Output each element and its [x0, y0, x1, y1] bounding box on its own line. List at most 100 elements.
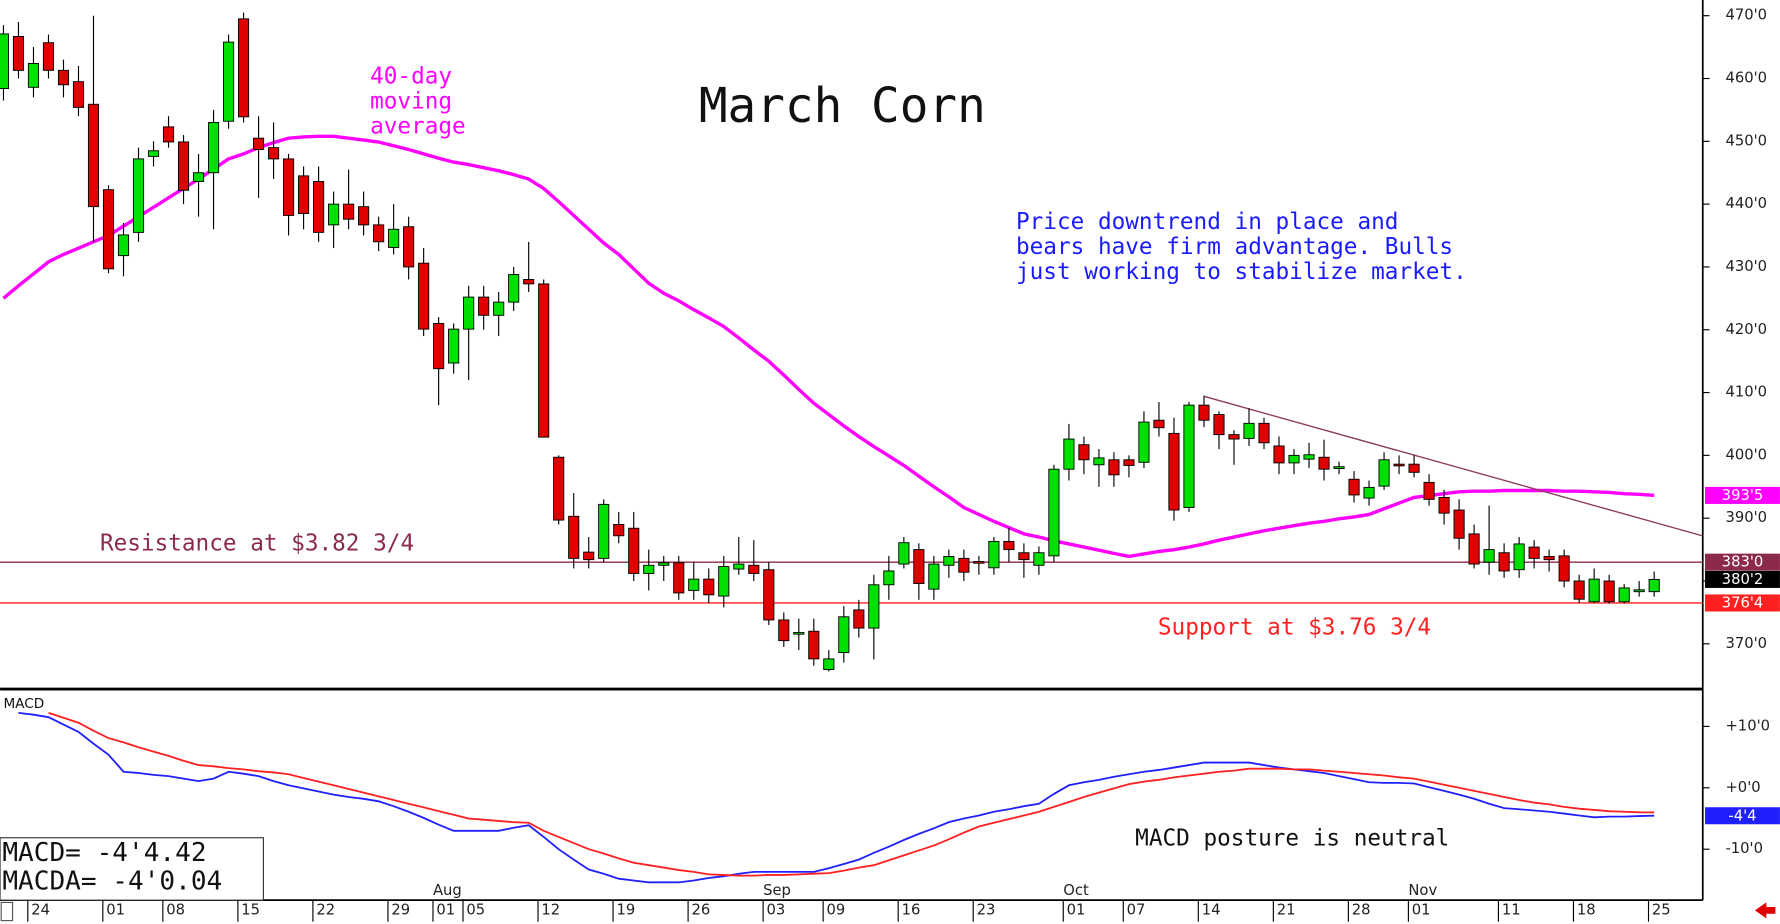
candle-body	[72, 81, 85, 108]
corner-box	[0, 901, 14, 922]
price-box	[1705, 570, 1780, 588]
candle-body	[1258, 422, 1270, 444]
candle-body	[1408, 463, 1420, 473]
y-tick-label: 440'0	[1725, 195, 1767, 212]
candle-body	[1318, 456, 1330, 470]
candle-body	[763, 569, 775, 621]
candle-body	[1093, 457, 1105, 466]
readout: MACDA= -4'0.04	[2, 867, 222, 897]
candle-body	[1393, 463, 1405, 467]
candle-body	[1078, 444, 1090, 461]
y-tick-label: -10'0	[1725, 840, 1763, 857]
candle-body	[177, 141, 190, 191]
candle-body	[793, 632, 805, 635]
candle-body	[748, 564, 760, 574]
x-tick-label: 28	[1352, 901, 1371, 918]
y-tick-label: 470'0	[1725, 7, 1767, 24]
candle-body	[703, 578, 715, 596]
candle-body	[1333, 466, 1345, 470]
candle-body	[268, 147, 280, 160]
price-box-label: -4'4	[1728, 807, 1756, 824]
candle-body	[27, 62, 40, 88]
x-tick-label: 24	[31, 901, 50, 918]
candle-body	[943, 556, 955, 566]
x-tick-label: 26	[691, 901, 710, 918]
candle-body	[12, 35, 25, 71]
x-tick-label: 01	[106, 901, 125, 918]
candle-body	[57, 69, 70, 86]
price-box-label: 380'2	[1722, 571, 1764, 588]
scroll-arrow[interactable]	[1754, 902, 1776, 919]
x-tick-label: 12	[541, 901, 560, 918]
line-series	[48, 712, 1655, 877]
candle-body	[373, 224, 385, 243]
x-tick-label: 14	[1202, 901, 1221, 918]
line-series	[18, 711, 1655, 884]
x-tick-label: 05	[466, 901, 485, 918]
x-tick-label: 23	[977, 901, 996, 918]
plot-layer	[2, 134, 1655, 884]
candle-body	[1573, 580, 1585, 600]
candle-body	[238, 18, 250, 118]
annotation: Price downtrend in place and	[1016, 209, 1398, 235]
candle-body	[1273, 445, 1285, 464]
candle-body	[928, 563, 940, 590]
candle-body	[628, 527, 640, 574]
candle-body	[853, 609, 865, 629]
y-tick-label: 370'0	[1725, 635, 1767, 652]
candle-body	[1198, 404, 1210, 421]
candle-body	[718, 566, 730, 597]
candle-body	[553, 456, 565, 521]
candle-body	[643, 564, 655, 574]
chart-title: March Corn	[699, 79, 986, 134]
month-label: Nov	[1408, 882, 1437, 899]
candle-body	[1243, 422, 1255, 439]
y-tick-label: +10'0	[1725, 717, 1770, 734]
candle-body	[132, 158, 145, 233]
readout-box	[0, 837, 264, 901]
candle-body	[117, 234, 130, 257]
price-box-label: 383'0	[1722, 554, 1764, 571]
ma-label: 40-day	[370, 64, 452, 90]
y-tick-label: 390'0	[1725, 509, 1767, 526]
ma-label: average	[370, 114, 466, 140]
price-box	[1705, 594, 1780, 612]
candle-body	[1123, 459, 1135, 466]
y-tick-label: +0'0	[1725, 779, 1760, 796]
candle-body	[583, 551, 595, 561]
x-tick-label: 22	[316, 901, 335, 918]
x-tick-label: 15	[241, 901, 260, 918]
candle-body	[478, 296, 490, 316]
candle-body	[222, 41, 235, 122]
price-box	[1705, 486, 1780, 504]
candle-body	[1378, 459, 1390, 487]
candle-body	[1003, 540, 1015, 551]
x-tick-label: 01	[1067, 901, 1086, 918]
candle-body	[883, 570, 895, 586]
candle-body	[418, 262, 430, 330]
candle-body	[538, 283, 550, 438]
candle-body	[1468, 533, 1480, 565]
candle-body	[673, 562, 685, 594]
candle-body	[1453, 509, 1465, 539]
x-tick-label: 18	[1577, 901, 1596, 918]
candle-body	[1033, 552, 1045, 566]
candle-body	[1423, 481, 1435, 500]
candle-body	[658, 562, 670, 566]
candle-body	[1363, 486, 1375, 499]
y-tick-label: 400'0	[1725, 446, 1767, 463]
x-tick-label: 19	[616, 901, 635, 918]
candle-body	[102, 189, 115, 270]
candle-body	[463, 296, 475, 330]
month-label: Oct	[1063, 882, 1089, 899]
candle-body	[1528, 546, 1540, 559]
y-tick-label: 410'0	[1725, 384, 1767, 401]
candle-body	[1633, 589, 1645, 593]
candle-body	[988, 540, 1000, 569]
candle-body	[1288, 454, 1300, 464]
annotation: bears have firm advantage. Bulls	[1016, 234, 1453, 260]
y-tick-label: 460'0	[1725, 70, 1767, 87]
candle-body	[1603, 580, 1615, 603]
